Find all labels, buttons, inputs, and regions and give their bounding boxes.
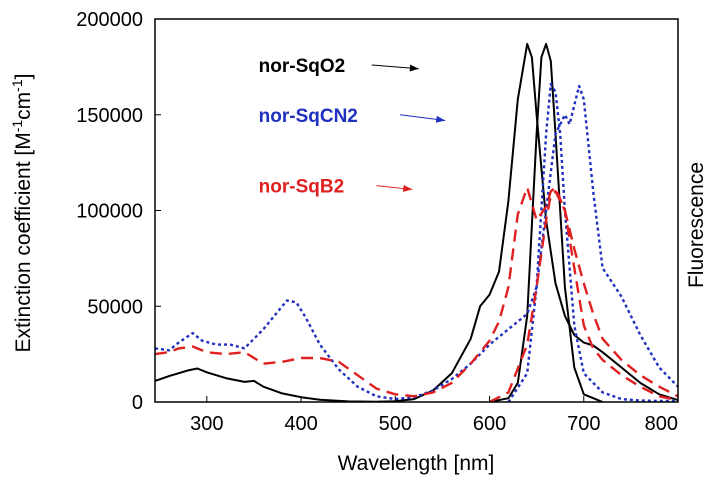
x-axis-ticks: 300 400 500 600 700 800 <box>190 396 679 435</box>
y-tick-label-2: 100000 <box>76 201 143 223</box>
x-tick-label-2: 500 <box>379 413 412 435</box>
y-tick-label-3: 150000 <box>76 105 143 127</box>
y-axis-title: Extinction coefficient [M-1cm-1] <box>9 74 35 353</box>
annotation-arrowhead-2 <box>402 185 413 192</box>
series-line-4 <box>155 186 678 398</box>
x-tick-label-4: 700 <box>567 413 600 435</box>
y-tick-label-1: 50000 <box>87 296 143 318</box>
series-line-2 <box>155 84 678 401</box>
annotation-layer: nor-SqO2 nor-SqCN2 nor-SqB2 <box>259 56 446 198</box>
y-axis-ticks: 0 50000 100000 150000 200000 <box>76 9 161 414</box>
annotation-arrowhead-1 <box>435 115 446 123</box>
series-annotation-label-0: nor-SqO2 <box>259 56 346 77</box>
y2-axis-title: Fluorescence <box>685 162 708 288</box>
x-tick-label-0: 300 <box>190 413 223 435</box>
plot-frame <box>154 18 679 403</box>
y-tick-label-0: 0 <box>132 392 143 414</box>
x-tick-label-5: 800 <box>645 413 678 435</box>
series-line-5 <box>488 190 678 402</box>
series-line-0 <box>155 42 678 402</box>
x-tick-label-1: 400 <box>284 413 317 435</box>
x-tick-label-3: 600 <box>473 413 506 435</box>
series-annotation-label-2: nor-SqB2 <box>259 177 345 198</box>
y-tick-label-4: 200000 <box>76 9 143 31</box>
series-layer <box>155 42 678 402</box>
x-axis-title: Wavelength [nm] <box>338 452 495 475</box>
annotation-arrowhead-0 <box>409 64 419 72</box>
series-line-1 <box>489 42 603 402</box>
series-annotation-label-1: nor-SqCN2 <box>259 106 358 127</box>
